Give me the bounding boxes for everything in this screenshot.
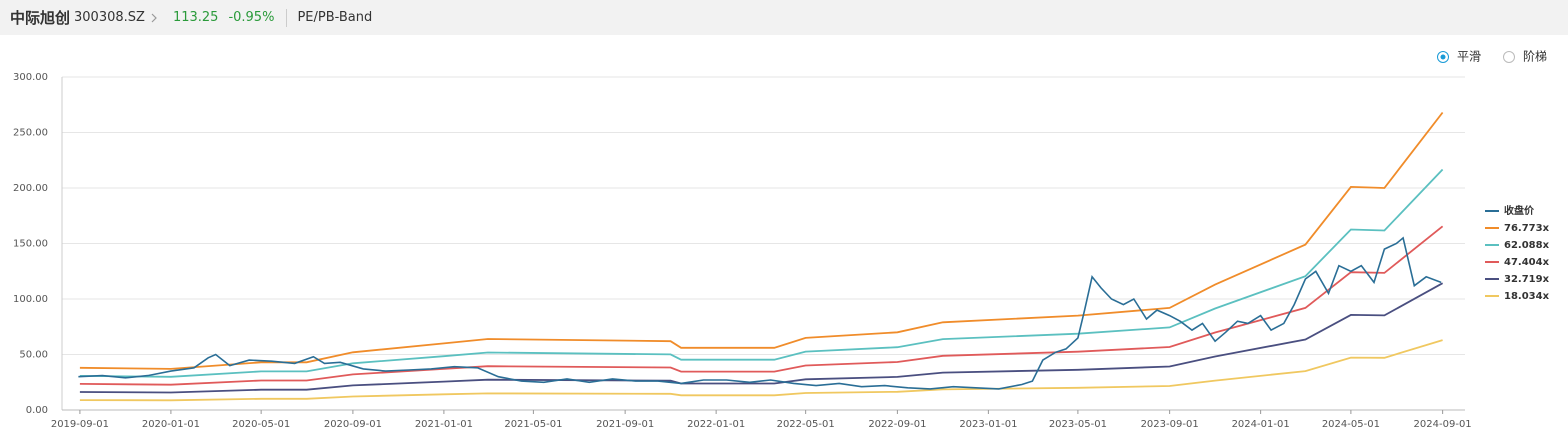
x-tick-label: 2024-05-01 xyxy=(1322,419,1380,430)
x-tick-label: 2021-01-01 xyxy=(415,419,473,430)
y-tick-label: 100.00 xyxy=(13,294,48,305)
x-tick-label: 2022-05-01 xyxy=(777,419,835,430)
x-tick-label: 2023-01-01 xyxy=(959,419,1017,430)
x-tick-label: 2022-09-01 xyxy=(868,419,926,430)
series-line xyxy=(79,339,1443,402)
legend-label: 76.773x xyxy=(1504,223,1550,234)
divider xyxy=(286,8,288,27)
option-label[interactable]: 平滑 xyxy=(1457,50,1481,64)
change: -0.95% xyxy=(228,10,275,25)
x-tick-label: 2023-09-01 xyxy=(1141,419,1199,430)
x-tick-label: 2019-09-01 xyxy=(51,419,109,430)
option-label[interactable]: 阶梯 xyxy=(1523,50,1547,64)
y-tick-label: 250.00 xyxy=(13,128,48,139)
stock-name: 中际旭创 xyxy=(10,9,71,27)
y-tick-label: 150.00 xyxy=(13,239,48,250)
radio-on[interactable] xyxy=(1437,51,1449,63)
y-tick-label: 200.00 xyxy=(13,183,48,194)
header-bar: 中际旭创 300308.SZ 113.25 -0.95% PE/PB-Band xyxy=(0,0,1568,35)
series-line xyxy=(79,282,1444,394)
chevron-icon[interactable] xyxy=(149,12,159,24)
x-tick-label: 2021-09-01 xyxy=(596,419,654,430)
x-tick-label: 2022-01-01 xyxy=(687,419,745,430)
stock-code: 300308.SZ xyxy=(74,10,145,25)
legend-label: 18.034x xyxy=(1504,291,1550,302)
legend-label: 47.404x xyxy=(1504,257,1550,268)
x-tick-label: 2020-09-01 xyxy=(324,419,382,430)
price: 113.25 xyxy=(172,10,219,25)
tab[interactable]: PE/PB-Band xyxy=(297,10,373,25)
radio-off[interactable] xyxy=(1503,51,1515,63)
y-tick-label: 300.00 xyxy=(13,72,48,83)
y-tick-label: 0.00 xyxy=(26,405,48,416)
x-tick-label: 2021-05-01 xyxy=(504,419,562,430)
legend-label: 32.719x xyxy=(1504,274,1550,285)
series-line xyxy=(79,168,1444,378)
x-tick-label: 2024-09-01 xyxy=(1414,419,1472,430)
series-line xyxy=(79,225,1444,386)
x-tick-label: 2020-05-01 xyxy=(232,419,290,430)
x-tick-label: 2024-01-01 xyxy=(1232,419,1290,430)
radio-dot xyxy=(1440,54,1446,60)
x-tick-label: 2023-05-01 xyxy=(1049,419,1107,430)
x-tick-label: 2020-01-01 xyxy=(142,419,200,430)
series-line xyxy=(79,111,1444,370)
y-tick-label: 50.00 xyxy=(19,350,48,361)
legend-label: 收盘价 xyxy=(1504,204,1535,217)
series-line xyxy=(78,236,1442,390)
legend-label: 62.088x xyxy=(1504,240,1550,251)
